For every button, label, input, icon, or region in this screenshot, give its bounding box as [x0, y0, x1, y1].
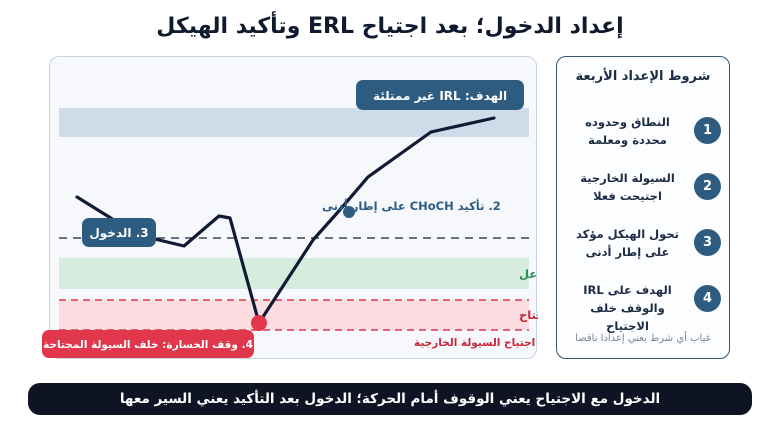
step-line: على إطار أدنى — [585, 245, 670, 259]
target-badge — [356, 80, 524, 110]
step-line: والوقف خلف الاجتياح — [590, 301, 665, 333]
price-diagram: الهدف: IRL غير ممتلئة 2. تأكيد CHoCH على… — [59, 80, 538, 349]
order-block-label: كتلة أوامر التفاعل — [519, 266, 538, 282]
step-line: اجتيحت فعلا — [593, 189, 662, 203]
stop-label: 4. وقف الخسارة: خلف السيولة المجتاحة — [43, 339, 253, 351]
target-zone — [59, 108, 529, 137]
step-text: تحول الهيكل مؤكد على إطار أدنى — [570, 225, 685, 261]
entry-badge — [82, 218, 156, 247]
condition-step-3: 3 تحول الهيكل مؤكد على إطار أدنى — [557, 221, 729, 265]
page-title: إعداد الدخول؛ بعد اجتياح ERL وتأكيد الهي… — [156, 14, 624, 39]
stop-badge-svg: 4. وقف الخسارة: خلف السيولة المجتاحة — [42, 330, 254, 358]
step-number: 2 — [694, 173, 721, 200]
step-line: النطاق وحدوده — [585, 115, 670, 129]
step-line: محددة ومعلمة — [588, 133, 667, 147]
condition-step-1: 1 النطاق وحدوده محددة ومعلمة — [557, 109, 729, 153]
step-number: 4 — [694, 285, 721, 312]
erl-zone — [59, 300, 529, 330]
step-text: الهدف على IRL والوقف خلف الاجتياح — [570, 281, 685, 335]
step-number: 1 — [694, 117, 721, 144]
condition-step-2: 2 السيولة الخارجية اجتيحت فعلا — [557, 165, 729, 209]
step-text: السيولة الخارجية اجتيحت فعلا — [570, 169, 685, 205]
step-number: 3 — [694, 229, 721, 256]
step-line: السيولة الخارجية — [580, 171, 675, 185]
condition-step-4: 4 الهدف على IRL والوقف خلف الاجتياح — [557, 277, 729, 333]
target-label: الهدف: IRL غير ممتلئة — [373, 89, 507, 103]
erl-label: ERL: قاع قديم، مجتاح — [519, 308, 538, 322]
step-line: تحول الهيكل مؤكد — [576, 227, 679, 241]
step-text: النطاق وحدوده محددة ومعلمة — [570, 113, 685, 149]
choch-label: 2. تأكيد CHoCH على إطار أدنى — [322, 198, 501, 213]
conditions-title: شروط الإعداد الأربعة — [575, 69, 711, 84]
sweep-label: 1. اجتياح السيولة الخارجية — [414, 337, 538, 349]
sweep-point — [251, 315, 267, 331]
stop-badge — [42, 330, 254, 358]
step-line: الهدف على IRL — [583, 283, 672, 297]
choch-point — [343, 206, 355, 218]
footer-banner: الدخول مع الاجتياح يعني الوقوف أمام الحر… — [28, 383, 752, 415]
conditions-footnote: غياب أي شرط يعني إعدادا ناقصا — [575, 333, 711, 344]
chart-panel: الهدف: IRL غير ممتلئة 2. تأكيد CHoCH على… — [49, 56, 538, 359]
conditions-panel: شروط الإعداد الأربعة 1 النطاق وحدوده محد… — [556, 56, 730, 359]
entry-label: 3. الدخول — [89, 226, 148, 241]
order-block-zone — [59, 258, 529, 289]
